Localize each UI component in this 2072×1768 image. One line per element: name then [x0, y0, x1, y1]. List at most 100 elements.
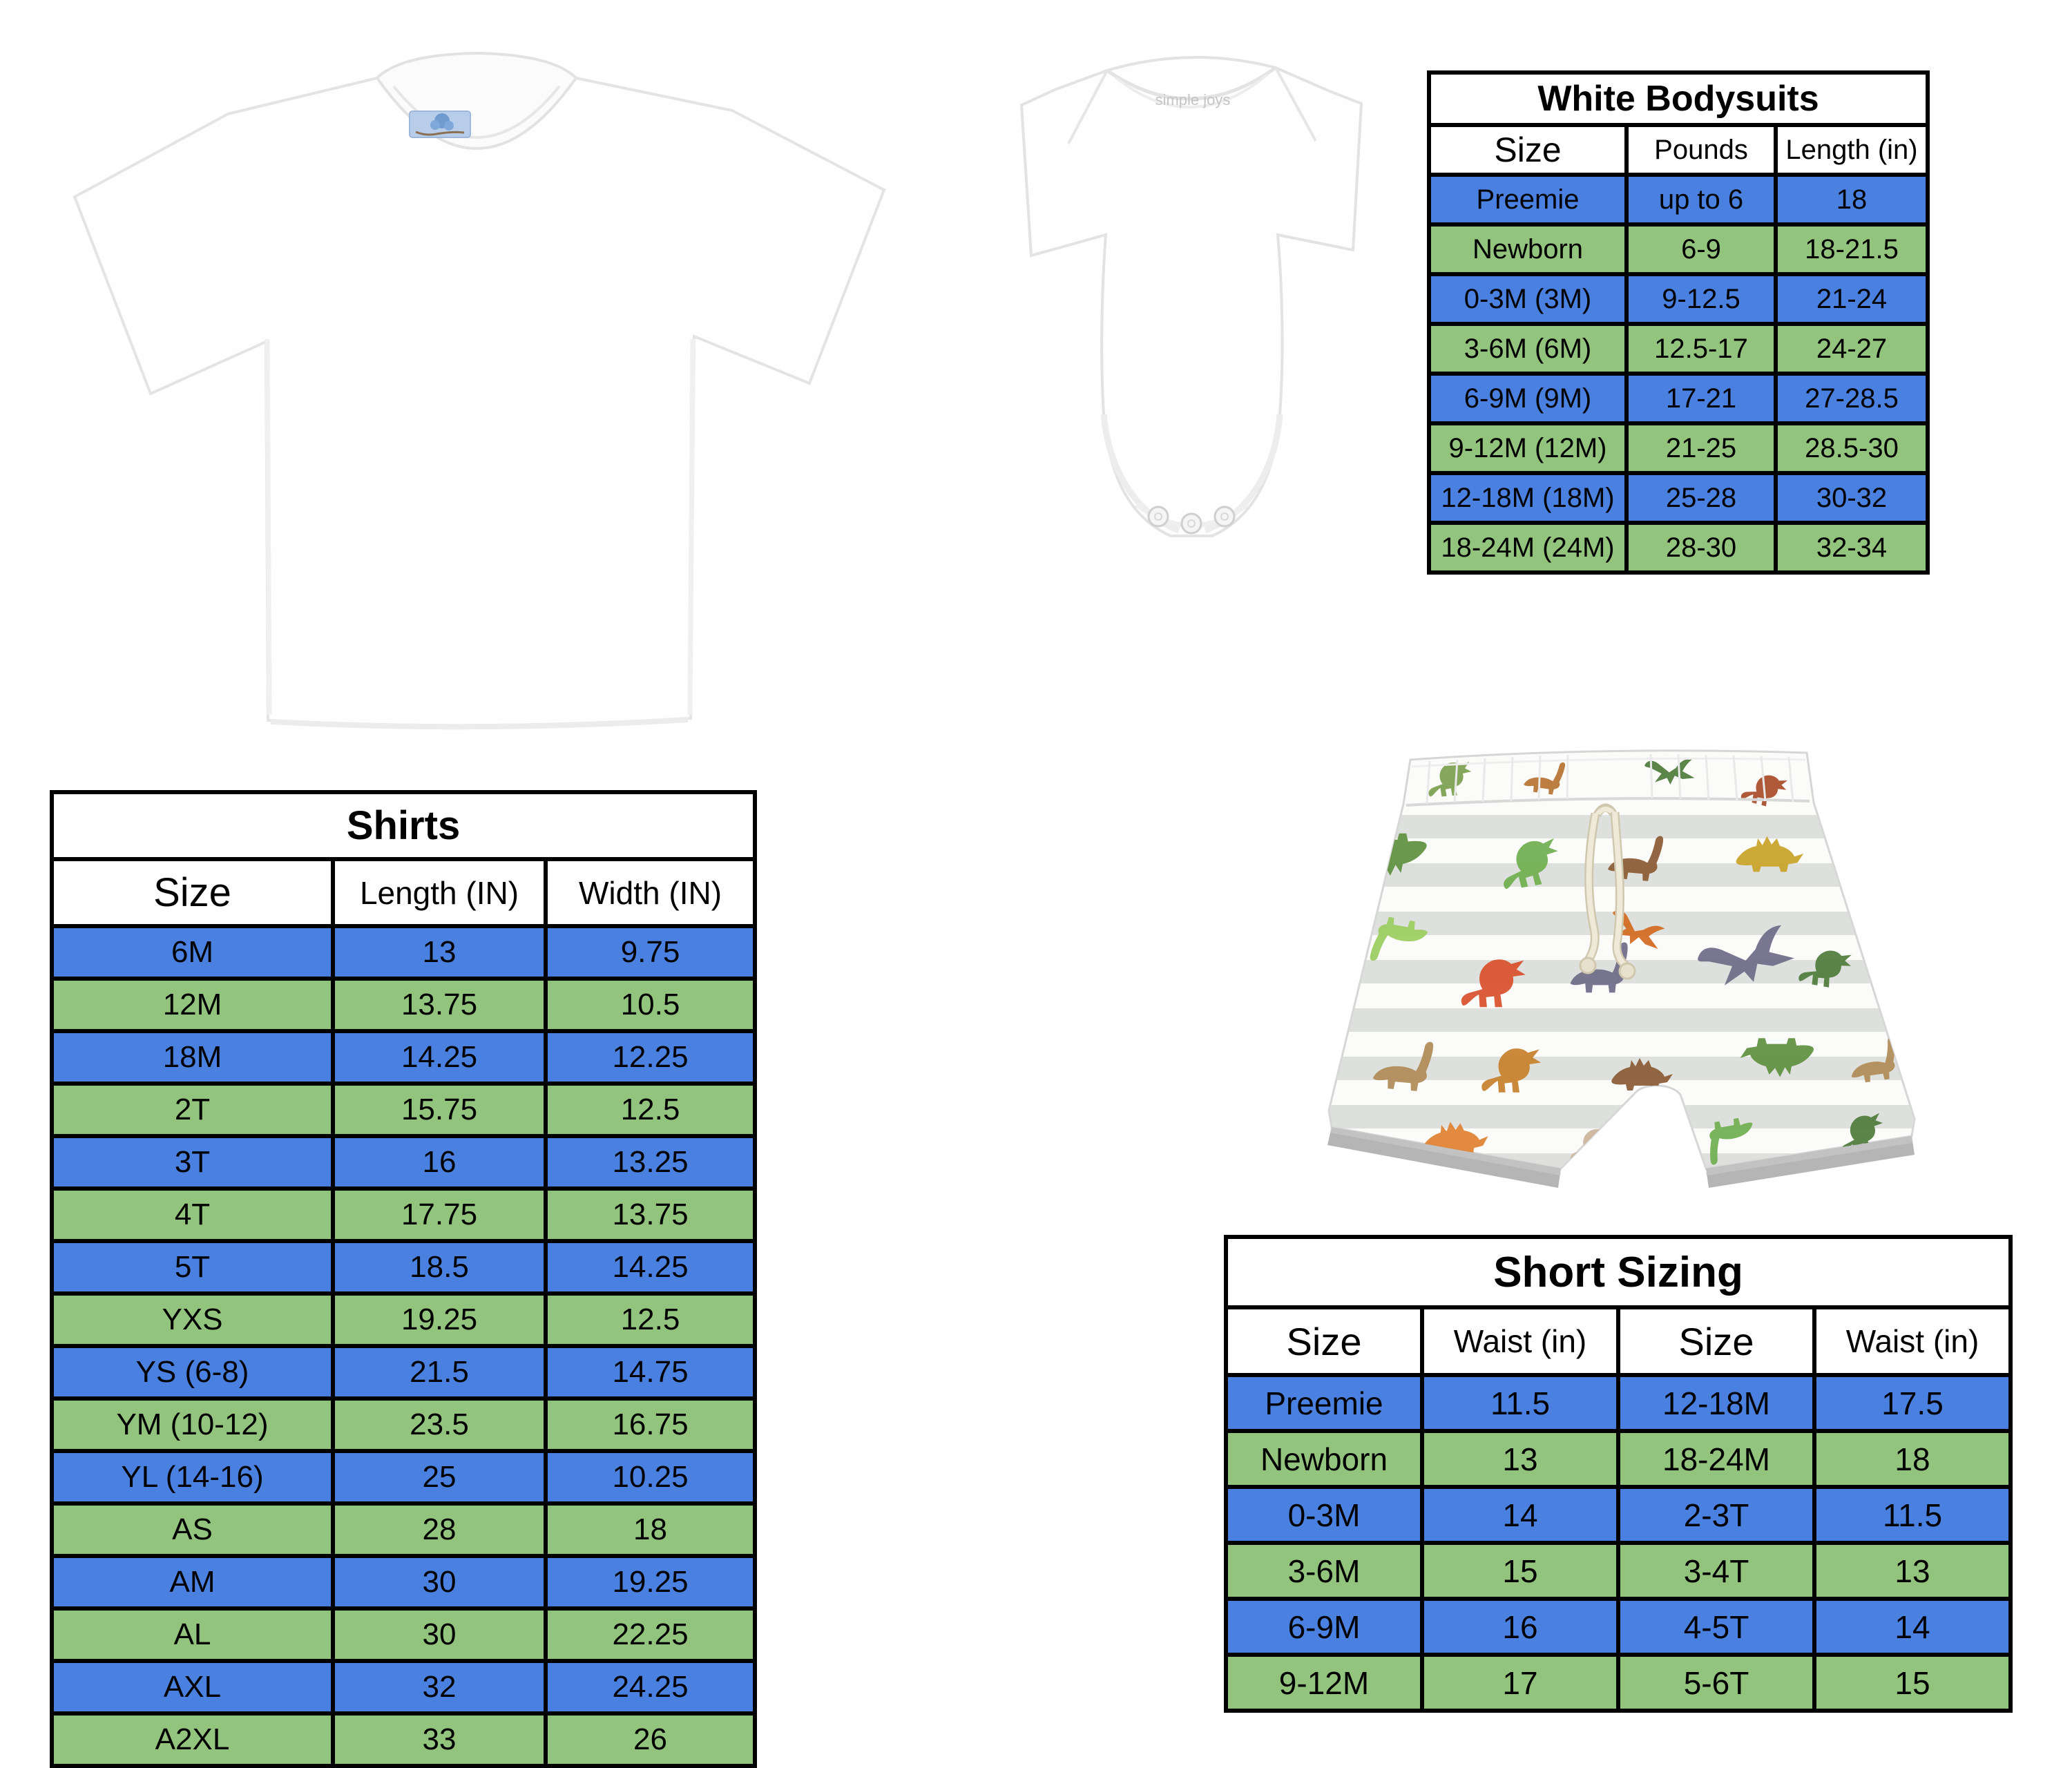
table-cell: 3-6M [1224, 1541, 1424, 1601]
table-cell: 16 [331, 1134, 548, 1191]
column-header-size-1: Size [1224, 1305, 1424, 1377]
table-cell: A2XL [50, 1711, 335, 1768]
table-row: YL (14-16) 25 10.25 [50, 1449, 758, 1506]
table-cell: 6-9 [1624, 222, 1778, 276]
table-cell: 12.25 [543, 1029, 758, 1086]
table-header-row: Size Length (IN) Width (IN) [50, 857, 758, 928]
dinosaur-shorts-photo [1327, 749, 1916, 1188]
table-row: A2XL 33 26 [50, 1711, 758, 1768]
table-cell: 24.25 [543, 1659, 758, 1716]
table-row: Preemie 11.5 12-18M 17.5 [1224, 1373, 2013, 1433]
table-cell: 12M [50, 977, 335, 1033]
sizing-sheet: { "page": { "background": "#ffffff" }, "… [49, 51, 2013, 1768]
column-header-size: Size [50, 857, 335, 928]
table-cell: 12-18M [1616, 1373, 1816, 1433]
table-cell: Newborn [1224, 1429, 1424, 1489]
table-cell: 25 [331, 1449, 548, 1506]
table-row: 5T 18.5 14.25 [50, 1239, 758, 1296]
table-cell: 30 [331, 1606, 548, 1663]
table-cell: 32-34 [1774, 521, 1930, 575]
table-cell: 13.25 [543, 1134, 758, 1191]
table-cell: 23.5 [331, 1396, 548, 1453]
table-cell: 11.5 [1812, 1485, 2013, 1545]
bodysuit-neckband-inner [1114, 73, 1269, 108]
table-cell: 17.75 [331, 1186, 548, 1243]
table-cell: 19.25 [543, 1554, 758, 1611]
table-row: 9-12M 17 5-6T 15 [1224, 1653, 2013, 1713]
short-sizing-table: Short Sizing Size Waist (in) Size Waist … [1223, 1235, 2013, 1713]
table-cell: 18.5 [331, 1239, 548, 1296]
table-cell: 2-3T [1616, 1485, 1816, 1545]
table-row: YXS 19.25 12.5 [50, 1291, 758, 1348]
table-cell: Newborn [1427, 222, 1629, 276]
tshirt-body [73, 56, 886, 727]
table-cell: 3-4T [1616, 1541, 1816, 1601]
table-row: Newborn 13 18-24M 18 [1224, 1429, 2013, 1489]
table-cell: 26 [543, 1711, 758, 1768]
table-cell: 14 [1812, 1597, 2013, 1657]
table-cell: 30-32 [1774, 471, 1930, 525]
table-cell: AS [50, 1501, 335, 1558]
table-cell: 18 [1774, 173, 1930, 227]
table-cell: 15 [1420, 1541, 1620, 1601]
table-row: 6-9M (9M) 17-21 27-28.5 [1427, 372, 1930, 425]
hem-shadow [270, 717, 689, 730]
shorts-drawstring [1579, 803, 1636, 980]
table-cell: 15 [1812, 1653, 2013, 1713]
table-title: White Bodysuits [1427, 70, 1930, 127]
lap-shoulder-seam-right [1274, 67, 1317, 142]
table-cell: AXL [50, 1659, 335, 1716]
table-header-row: Size Pounds Length (in) [1427, 123, 1930, 177]
table-cell: YS (6-8) [50, 1344, 335, 1401]
table-cell: 28 [331, 1501, 548, 1558]
table-cell: 12.5 [543, 1291, 758, 1348]
white-tshirt-photo [73, 51, 886, 730]
table-cell: 11.5 [1420, 1373, 1620, 1433]
table-row: 6M 13 9.75 [50, 924, 758, 981]
table-cell: 10.25 [543, 1449, 758, 1506]
table-row: 6-9M 16 4-5T 14 [1224, 1597, 2013, 1657]
column-header-pounds: Pounds [1624, 123, 1778, 177]
table-title-row: Short Sizing [1223, 1235, 2013, 1309]
table-row: 9-12M (12M) 21-25 28.5-30 [1427, 421, 1930, 475]
shirts-table: Shirts Size Length (IN) Width (IN) 6M 13 9… [49, 790, 758, 1768]
table-cell: 4T [50, 1186, 335, 1243]
table-cell: up to 6 [1624, 173, 1778, 227]
table-cell: 25-28 [1624, 471, 1778, 525]
table-cell: 14 [1420, 1485, 1620, 1545]
lap-shoulder-seam-left [1067, 70, 1109, 144]
table-cell: 18 [543, 1501, 758, 1558]
table-row: YS (6-8) 21.5 14.75 [50, 1344, 758, 1401]
white-bodysuits-table: White Bodysuits Size Pounds Length (in) … [1427, 70, 1930, 575]
table-row: 3-6M 15 3-4T 13 [1224, 1541, 2013, 1601]
table-cell: YXS [50, 1291, 335, 1348]
table-cell: 14.75 [543, 1344, 758, 1401]
table-cell: AM [50, 1554, 335, 1611]
table-body: 6M 13 9.75 12M 13.75 10.5 18M 14.25 12.25 2T 15.75… [50, 924, 758, 1768]
table-cell: YL (14-16) [50, 1449, 335, 1506]
table-title-row: White Bodysuits [1427, 70, 1930, 127]
table-row: AL 30 22.25 [50, 1606, 758, 1663]
table-cell: 18M [50, 1029, 335, 1086]
column-header-waist-1: Waist (in) [1420, 1305, 1620, 1377]
table-cell: 33 [331, 1711, 548, 1768]
table-row: 0-3M 14 2-3T 11.5 [1224, 1485, 2013, 1545]
side-shadow [687, 338, 696, 715]
white-bodysuit-photo: simple joys [1019, 56, 1363, 537]
table-cell: 17.5 [1812, 1373, 2013, 1433]
table-cell: 0-3M [1224, 1485, 1424, 1545]
table-cell: 22.25 [543, 1606, 758, 1663]
table-row: 3-6M (6M) 12.5-17 24-27 [1427, 322, 1930, 376]
table-row: Newborn 6-9 18-21.5 [1427, 222, 1930, 276]
table-row: 0-3M (3M) 9-12.5 21-24 [1427, 272, 1930, 326]
shorts-waistband [1406, 753, 1810, 807]
table-row: Preemie up to 6 18 [1427, 173, 1930, 227]
table-cell: Preemie [1224, 1373, 1424, 1433]
table-row: YM (10-12) 23.5 16.75 [50, 1396, 758, 1453]
bodysuit-collar-text: simple joys [1155, 91, 1231, 108]
table-row: AXL 32 24.25 [50, 1659, 758, 1716]
column-header-size-2: Size [1616, 1305, 1816, 1377]
bodysuit-neckband [1106, 66, 1277, 101]
table-row: 18M 14.25 12.25 [50, 1029, 758, 1086]
table-cell: 19.25 [331, 1291, 548, 1348]
